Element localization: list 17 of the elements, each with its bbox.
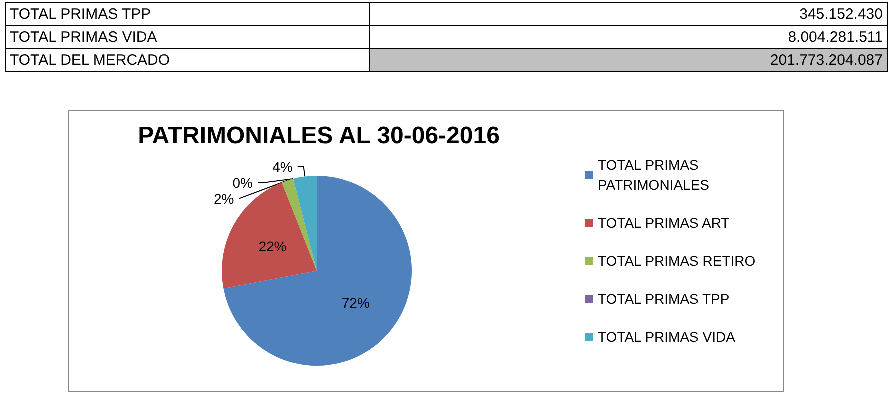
data-label: 4% xyxy=(272,158,293,175)
text: TOTAL PRIMAS TPP xyxy=(6,2,370,26)
data-label: 22% xyxy=(258,238,287,255)
legend-label: TOTAL PRIMAS ART xyxy=(598,215,730,231)
text: TOTAL DEL MERCADO xyxy=(6,48,370,72)
text: 201.773.204.087 xyxy=(370,48,888,72)
legend-label: TOTAL PRIMAS PATRIMONIALES xyxy=(598,157,710,193)
text: 345.152.430 xyxy=(370,2,888,26)
chart-title: PATRIMONIALES AL 30-06-2016 xyxy=(138,122,500,150)
legend-label: TOTAL PRIMAS TPP xyxy=(598,291,730,307)
text: TOTAL PRIMAS VIDA xyxy=(6,26,370,48)
text: 0% xyxy=(232,174,254,191)
data-label: 72% xyxy=(342,295,370,312)
legend-label: TOTAL PRIMAS VIDA xyxy=(598,329,736,345)
legend-label: TOTAL PRIMAS RETIRO xyxy=(598,253,756,269)
text: 8.004.281.511 xyxy=(370,26,888,48)
data-label: 2% xyxy=(214,190,234,207)
